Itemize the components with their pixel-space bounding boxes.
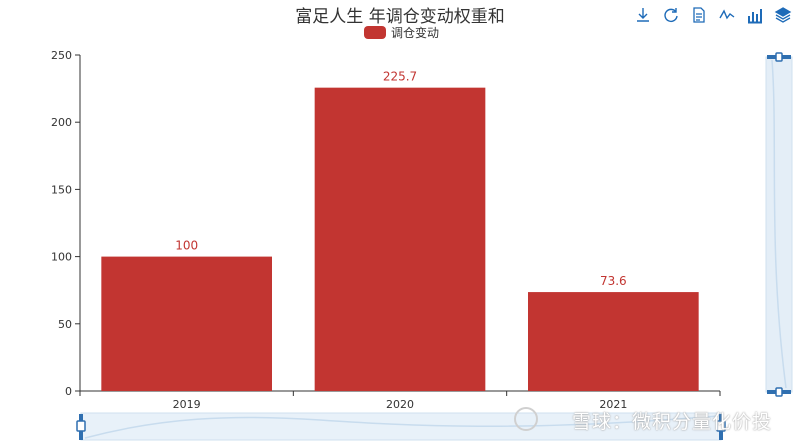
y-tick-label: 200 (51, 116, 72, 129)
bar-2019[interactable] (101, 256, 272, 391)
data-labels: 100 225.7 73.6 (175, 70, 626, 288)
x-axis-ticks: 2019 2020 2021 (79, 391, 721, 411)
bar-value-label: 225.7 (383, 70, 417, 84)
bar-value-label: 100 (175, 239, 198, 253)
watermark: 雪球：微积分量化价投 (571, 411, 772, 433)
refresh-icon[interactable] (662, 6, 680, 24)
legend-label: 调仓变动 (391, 26, 440, 40)
stack-icon[interactable] (774, 6, 792, 24)
bar-value-label: 73.6 (600, 274, 627, 288)
y-axis-ticks: 0 50 100 150 200 250 (51, 49, 80, 398)
y-tick-label: 250 (51, 49, 72, 62)
bar-2021[interactable] (528, 292, 699, 391)
download-icon[interactable] (634, 6, 652, 24)
line-chart-icon[interactable] (718, 6, 736, 24)
legend-swatch (364, 26, 386, 39)
data-view-icon[interactable] (690, 6, 708, 24)
watermark-logo-icon (514, 407, 538, 431)
y-tick-label: 50 (58, 318, 72, 331)
bar-2020[interactable] (314, 87, 486, 391)
y-tick-label: 150 (51, 183, 72, 196)
y-tick-label: 0 (65, 385, 72, 398)
bar-series (101, 87, 699, 391)
bar-chart-icon[interactable] (746, 6, 764, 24)
x-tick-label: 2020 (386, 398, 414, 411)
toolbox (634, 6, 792, 24)
horizontal-datazoom[interactable] (76, 412, 726, 441)
x-tick-label: 2021 (599, 398, 627, 411)
legend[interactable]: 调仓变动 (364, 24, 439, 41)
chart-title: 富足人生 年调仓变动权重和 (295, 7, 505, 27)
vertical-datazoom[interactable] (765, 52, 793, 397)
x-tick-label: 2019 (173, 398, 201, 411)
y-tick-label: 100 (51, 251, 72, 264)
